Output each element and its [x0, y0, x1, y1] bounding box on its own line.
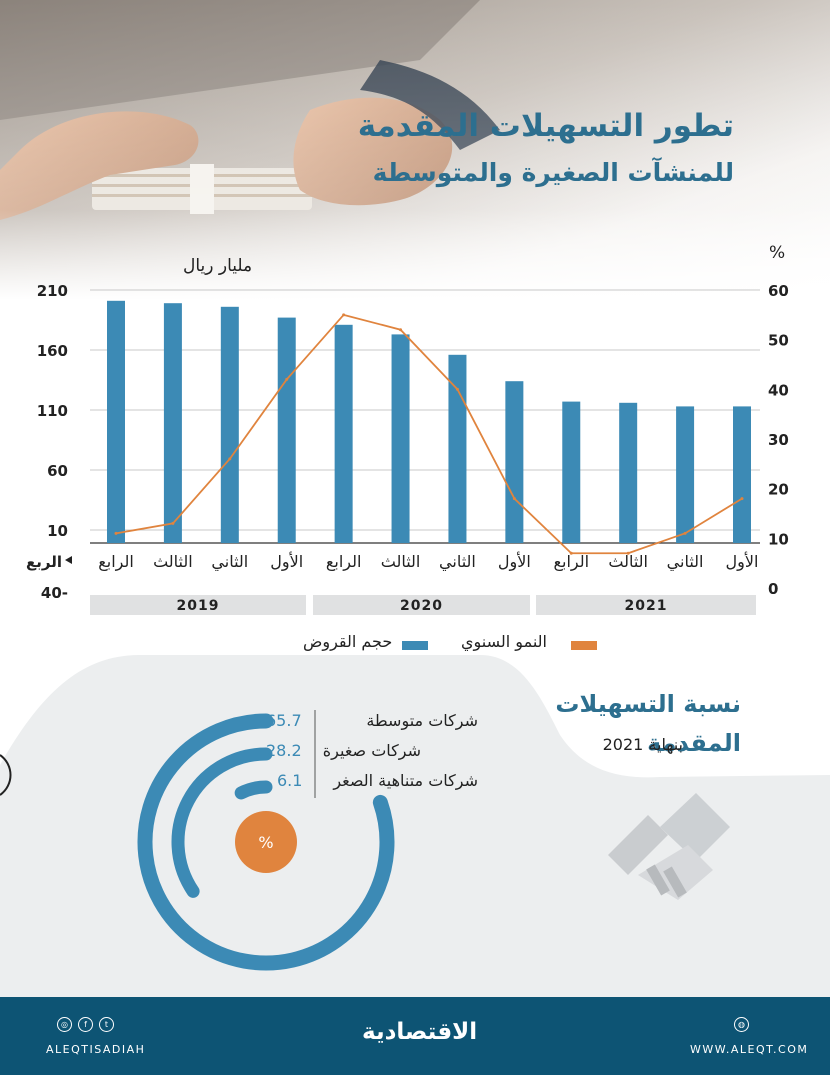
growth-point: [683, 531, 687, 535]
growth-point: [740, 497, 744, 501]
bar: [220, 306, 239, 543]
brand-logo: الاقتصادية: [362, 1019, 478, 1045]
website-url[interactable]: WWW.ALEQT.COM: [690, 1043, 809, 1056]
year-band: [536, 595, 756, 615]
quarter-label: الثاني: [211, 552, 248, 572]
quarter-label: الثاني: [667, 552, 704, 572]
legend-line-swatch: [571, 641, 597, 650]
ring-label-small: شركات صغيرة: [322, 741, 421, 760]
bar: [163, 303, 182, 543]
ring-value-micro: 6.1: [277, 771, 303, 790]
left-tick-label: 60: [47, 462, 68, 480]
instagram-icon[interactable]: ◎: [57, 1017, 72, 1032]
growth-point: [399, 328, 403, 332]
center-percent-label: %: [258, 833, 273, 852]
quarter-label: الثالث: [381, 552, 421, 571]
legend-bar-swatch: [402, 641, 428, 650]
left-tick-label: 160: [37, 342, 68, 360]
bar: [277, 317, 296, 543]
quarter-label: الثالث: [153, 552, 193, 571]
right-tick-label: 50: [768, 332, 789, 350]
radial-bar: [137, 713, 395, 971]
share-title: نسبة التسهيلات: [555, 690, 741, 718]
left-tick-label: 110: [37, 402, 68, 420]
year-label: 2020: [400, 598, 443, 614]
growth-point: [512, 497, 516, 501]
left-tick-label: 40-: [41, 584, 68, 602]
growth-point: [626, 551, 630, 555]
year-band: [90, 595, 306, 615]
legend-line-label: النمو السنوي: [461, 632, 547, 651]
bar: [334, 324, 353, 543]
facebook-icon[interactable]: f: [78, 1017, 93, 1032]
quarter-label: الثالث: [608, 552, 648, 571]
row-header-arrow-icon: [65, 556, 72, 564]
bar: [733, 406, 751, 543]
growth-point: [455, 387, 459, 391]
footer-bar: ◎ f t ALEQTISADIAH الاقتصادية ◍ WWW.ALEQ…: [0, 997, 830, 1075]
legend-bar-label: حجم القروض: [303, 632, 393, 651]
right-tick-label: 30: [768, 431, 789, 449]
ring-label-medium: شركات متوسطة: [366, 711, 478, 730]
right-tick-label: 20: [768, 481, 789, 499]
growth-point: [285, 377, 289, 381]
left-tick-label: 10: [47, 522, 68, 540]
bar: [562, 401, 581, 543]
left-axis-unit: مليار ريال: [183, 256, 253, 276]
quarter-label: الأول: [726, 551, 759, 572]
share-subtitle: بنهاية 2021: [602, 735, 683, 754]
quarter-label: الرابع: [553, 552, 589, 572]
bar: [619, 402, 638, 543]
growth-point: [171, 521, 175, 525]
quarter-label: الثاني: [439, 552, 476, 572]
year-band: [313, 595, 530, 615]
radial-bar: [171, 747, 273, 898]
handshake-icon: [608, 793, 730, 900]
year-label: 2019: [177, 598, 220, 614]
quarter-label: الأول: [270, 551, 303, 572]
growth-line: [115, 313, 743, 555]
quarter-label: الأول: [498, 551, 531, 572]
right-tick-label: 10: [768, 530, 789, 548]
growth-point: [569, 551, 573, 555]
right-axis-unit: %: [769, 243, 786, 263]
bar: [107, 300, 125, 543]
row-header-label: الربع: [26, 553, 62, 571]
right-tick-label: 0: [768, 580, 778, 598]
growth-point: [342, 313, 346, 317]
center-percent-badge: [235, 811, 297, 873]
growth-point: [114, 531, 118, 535]
chart-title: تطور التسهيلات المقدمة: [357, 108, 734, 144]
ring-value-medium: 65.7: [266, 711, 302, 730]
year-label: 2021: [625, 598, 668, 614]
right-tick-label: 40: [768, 381, 789, 399]
right-tick-label: 60: [768, 282, 789, 300]
share-title-2: المقدمة: [647, 729, 741, 757]
quarter-label: الرابع: [98, 552, 134, 572]
globe-icon: ◍: [734, 1017, 749, 1032]
quarter-label: الرابع: [326, 552, 362, 572]
radial-bar: [234, 780, 273, 800]
chart-subtitle: للمنشآت الصغيرة والمتوسطة: [372, 158, 734, 187]
header-photo: [0, 0, 830, 300]
social-handle[interactable]: ALEQTISADIAH: [46, 1043, 146, 1056]
ring-label-micro: شركات متناهية الصغر: [333, 771, 478, 790]
twitter-icon[interactable]: t: [99, 1017, 114, 1032]
bar: [448, 354, 467, 543]
share-panel: %: [0, 655, 830, 1000]
loans-chart: 210 160 110 60 10 40- 60 50 40 30 20 10 0 الأول الثا…: [26, 282, 789, 615]
bar: [391, 334, 410, 543]
ring-value-small: 28.2: [266, 741, 302, 760]
bar: [676, 406, 695, 543]
growth-point: [228, 457, 232, 461]
bar: [505, 381, 524, 543]
left-tick-label: 210: [37, 282, 68, 300]
